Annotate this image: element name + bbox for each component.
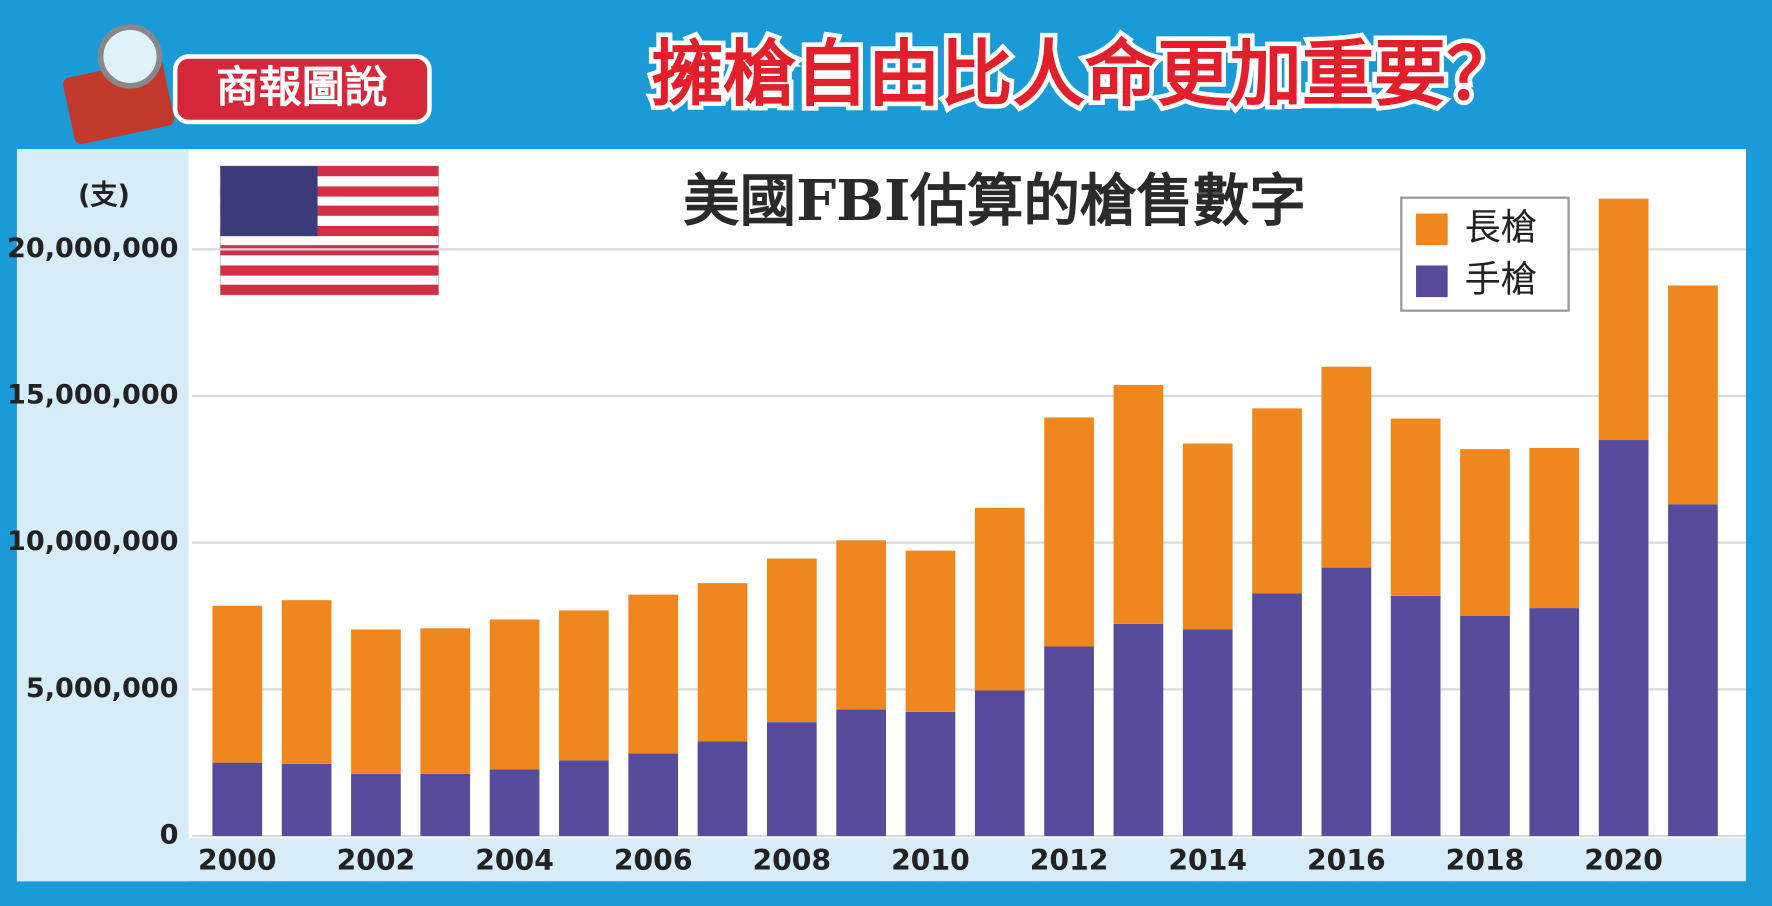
x-band <box>16 838 1747 882</box>
bar-segment <box>212 762 263 836</box>
bar-segment <box>697 583 748 742</box>
bar-segment <box>1321 567 1372 836</box>
bar-segment <box>905 550 956 712</box>
x-tick-label: 2012 <box>1030 844 1109 877</box>
bar-segment <box>905 711 956 836</box>
bar-segment <box>1529 608 1580 836</box>
x-tick-label: 2016 <box>1307 844 1386 877</box>
legend-label: 手槍 <box>1465 257 1537 300</box>
bar-segment <box>974 690 1025 836</box>
y-tick-label: 0 <box>160 819 179 850</box>
bar-segment <box>1598 198 1649 441</box>
legend-swatch <box>1416 265 1448 298</box>
bar-segment <box>628 753 679 836</box>
bar-segment <box>1113 623 1164 836</box>
bar-segment <box>697 741 748 836</box>
bar-segment <box>351 773 401 836</box>
logo <box>63 24 432 145</box>
headline: 擁槍自由比人命更加重要？ <box>651 33 1519 117</box>
bar-segment <box>1668 285 1718 505</box>
legend-swatch <box>1416 213 1448 246</box>
bar-segment <box>836 709 886 836</box>
bar-segment <box>1321 366 1372 568</box>
x-tick-label: 2020 <box>1584 844 1663 877</box>
bar-segment <box>1529 447 1580 609</box>
bar-segment <box>1044 646 1094 836</box>
bar-segment <box>1390 595 1441 836</box>
y-axis-label: (支) <box>78 180 130 211</box>
x-tick-label: 2006 <box>614 844 693 877</box>
bar-segment <box>1252 408 1302 594</box>
bar-segment <box>489 619 540 770</box>
x-tick-label: 2008 <box>753 844 832 877</box>
chart-title: 美國FBI估算的槍售數字 <box>683 168 1306 234</box>
bar-segment <box>281 763 332 836</box>
flag <box>219 165 440 296</box>
badge: 商報圖說 <box>216 63 388 113</box>
bar-segment <box>1668 504 1718 836</box>
x-tick-label: 2004 <box>475 844 554 877</box>
bar-segment <box>420 773 471 836</box>
bar-segment <box>1598 440 1649 836</box>
bar-segment <box>420 628 471 774</box>
x-tick-label: 2002 <box>337 844 416 877</box>
bar-segment <box>1460 449 1510 616</box>
y-tick-label: 10,000,000 <box>7 526 179 557</box>
y-tick-label: 20,000,000 <box>7 233 179 264</box>
bar-segment <box>628 594 679 754</box>
bar-segment <box>351 629 401 774</box>
bar-segment <box>559 760 609 836</box>
bar-segment <box>281 600 332 764</box>
x-tick-label: 2018 <box>1446 844 1525 877</box>
y-tick-label: 15,000,000 <box>7 380 179 411</box>
bar-segment <box>1182 443 1233 630</box>
bar-segment <box>559 610 609 761</box>
bar-segment <box>212 605 263 763</box>
bar-segment <box>1113 384 1164 624</box>
bar-segment <box>974 507 1025 691</box>
legend-label: 長槍 <box>1465 205 1537 248</box>
bar-segment <box>1044 417 1094 647</box>
bar-segment <box>1460 615 1510 836</box>
bar-segment <box>1252 593 1302 836</box>
bar-segment <box>489 769 540 836</box>
bar-segment <box>836 540 886 710</box>
y-tick-label: 5,000,000 <box>26 673 179 704</box>
axis-band <box>16 149 189 882</box>
x-tick-label: 2014 <box>1168 844 1247 877</box>
bar-segment <box>766 722 817 836</box>
bar-segment <box>1182 629 1233 836</box>
x-tick-label: 2010 <box>891 844 970 877</box>
x-tick-label: 2000 <box>198 844 277 877</box>
bar-segment <box>766 558 817 723</box>
bar-segment <box>1390 418 1441 596</box>
